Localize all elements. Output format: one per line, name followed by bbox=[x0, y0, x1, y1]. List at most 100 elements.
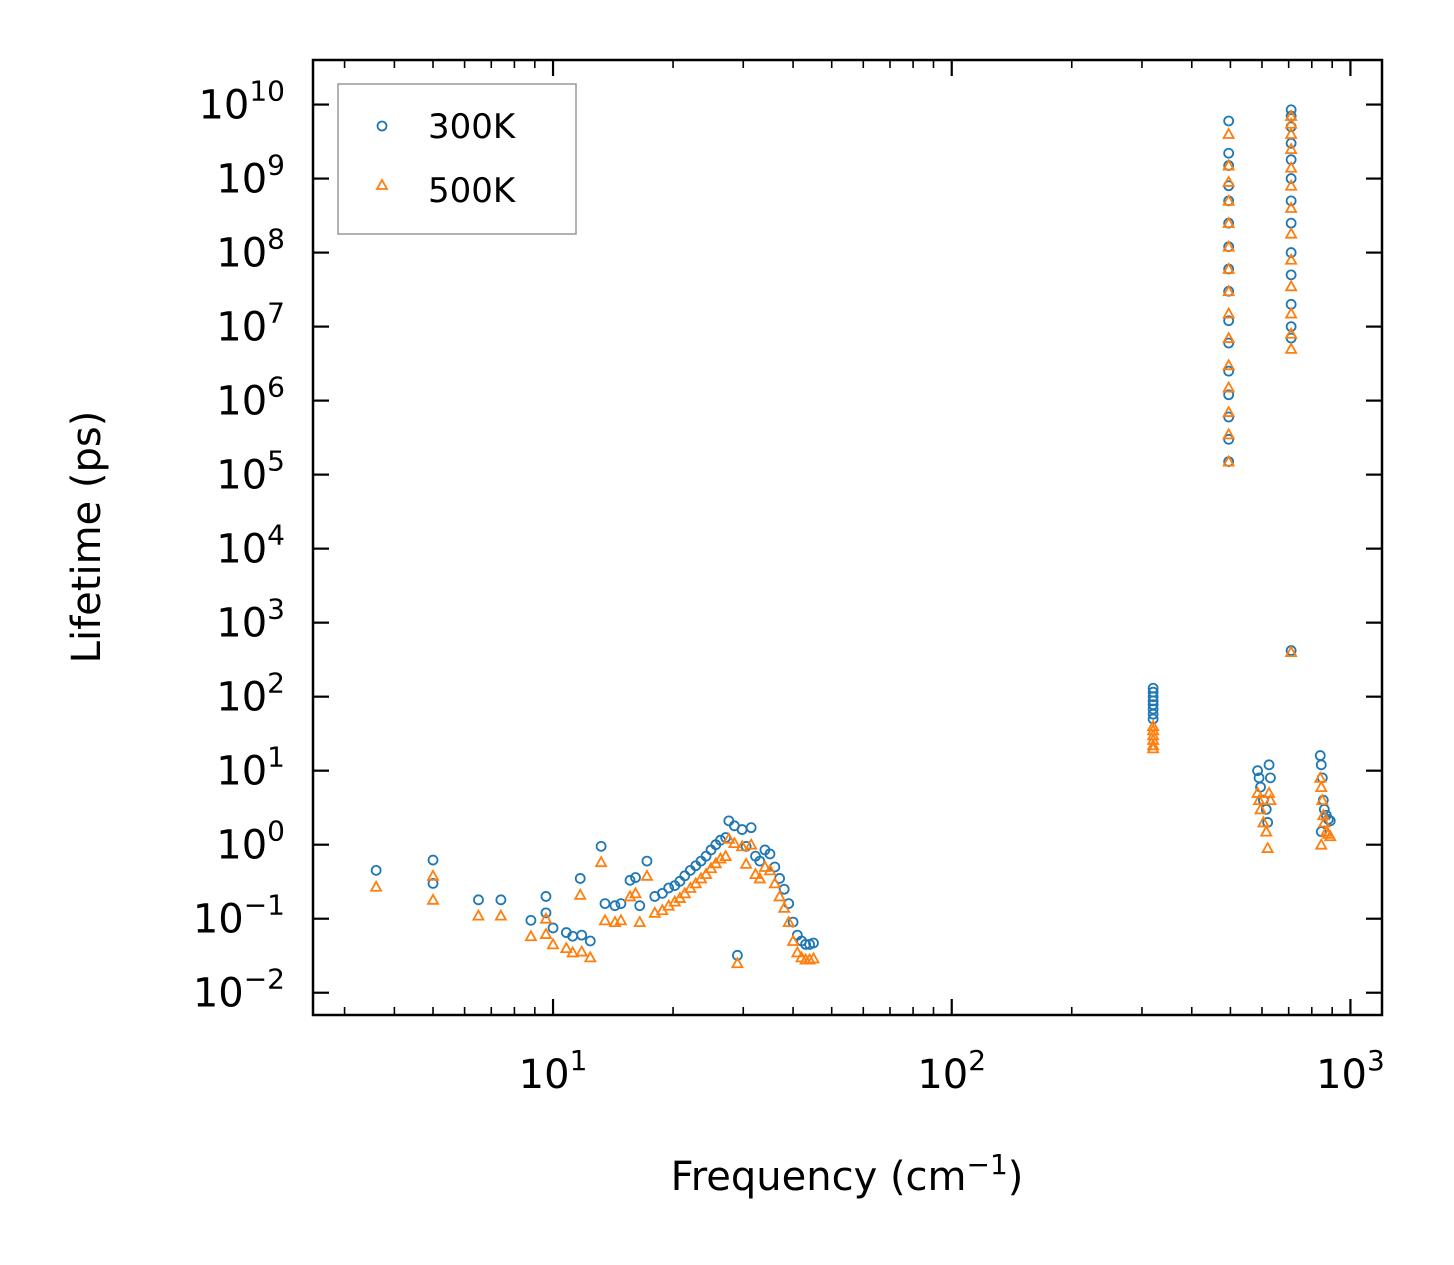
data-point-300k bbox=[1314, 750, 1326, 761]
data-point-500k bbox=[1284, 226, 1298, 239]
legend-marker-300k bbox=[376, 120, 388, 132]
data-point-300k bbox=[624, 874, 636, 886]
data-point-300k bbox=[540, 891, 552, 902]
y-tick-label: 10−2 bbox=[193, 963, 285, 1017]
data-point-500k bbox=[648, 905, 662, 918]
data-point-500k bbox=[1146, 741, 1160, 754]
data-point-300k bbox=[595, 840, 607, 852]
data-point-300k bbox=[599, 898, 611, 909]
data-point-500k bbox=[790, 945, 804, 958]
data-point-500k bbox=[1222, 158, 1236, 171]
data-point-500k bbox=[1314, 837, 1328, 850]
data-point-300k bbox=[576, 929, 588, 941]
data-point-500k bbox=[1222, 175, 1236, 187]
data-point-300k bbox=[754, 855, 766, 867]
data-point-500k bbox=[668, 894, 682, 907]
data-point-300k bbox=[1147, 713, 1159, 725]
y-tick-label: 105 bbox=[216, 445, 285, 499]
data-point-500k bbox=[494, 908, 508, 921]
data-point-500k bbox=[727, 836, 741, 849]
data-point-300k bbox=[1285, 217, 1297, 229]
y-axis-title: Lifetime (ps) bbox=[64, 411, 110, 664]
data-point-500k bbox=[1222, 262, 1236, 274]
data-point-500k bbox=[1222, 454, 1236, 467]
data-point-300k bbox=[1285, 321, 1297, 333]
data-point-300k bbox=[641, 855, 653, 867]
data-point-500k bbox=[1284, 127, 1298, 139]
plot-frame bbox=[311, 58, 1384, 1017]
data-point-500k bbox=[575, 944, 589, 957]
y-tick-label: 109 bbox=[216, 149, 285, 203]
data-point-300k bbox=[427, 854, 439, 866]
data-point-500k bbox=[777, 901, 791, 913]
data-point-500k bbox=[640, 868, 654, 881]
data-point-300k bbox=[609, 900, 621, 912]
x-axis-title: Frequency (cm−1) bbox=[671, 1148, 1024, 1200]
data-point-500k bbox=[1222, 127, 1236, 139]
data-point-500k bbox=[1222, 331, 1236, 343]
data-point-300k bbox=[370, 864, 382, 876]
data-point-500k bbox=[1313, 770, 1327, 783]
y-tick-label: 106 bbox=[216, 371, 285, 425]
data-point-300k bbox=[736, 824, 748, 835]
data-point-500k bbox=[782, 915, 796, 927]
y-tick-label: 103 bbox=[216, 593, 285, 647]
y-tick-label: 10−1 bbox=[193, 889, 285, 943]
data-point-300k bbox=[1223, 115, 1235, 127]
data-point-500k bbox=[1284, 201, 1298, 213]
data-point-300k bbox=[540, 907, 552, 919]
data-point-300k bbox=[1252, 765, 1263, 777]
data-point-500k bbox=[1284, 160, 1298, 173]
ticks-layer bbox=[313, 60, 1382, 1015]
data-point-300k bbox=[800, 938, 812, 950]
data-point-500k bbox=[539, 927, 553, 939]
data-point-300k bbox=[778, 883, 790, 895]
legend-label-500k: 500K bbox=[428, 171, 517, 211]
data-point-300k bbox=[1285, 247, 1297, 258]
data-point-500k bbox=[1323, 829, 1337, 842]
y-tick-label: 102 bbox=[216, 667, 285, 721]
data-point-300k bbox=[525, 914, 537, 926]
data-point-500k bbox=[426, 868, 440, 881]
data-point-500k bbox=[566, 945, 580, 958]
data-point-500k bbox=[1222, 427, 1236, 440]
x-tick-label: 101 bbox=[519, 1044, 588, 1098]
data-point-300k bbox=[1285, 195, 1297, 207]
data-point-500k bbox=[1314, 780, 1328, 792]
data-point-300k bbox=[1285, 173, 1297, 184]
legend-box bbox=[337, 83, 577, 235]
data-point-500k bbox=[722, 831, 736, 844]
data-point-500k bbox=[1284, 178, 1298, 191]
data-point-500k bbox=[524, 929, 538, 942]
data-point-300k bbox=[1265, 772, 1276, 784]
data-point-500k bbox=[1263, 793, 1277, 806]
data-point-500k bbox=[1284, 252, 1298, 265]
data-point-300k bbox=[495, 894, 507, 906]
data-point-500k bbox=[1222, 380, 1236, 393]
data-point-300k bbox=[808, 937, 819, 949]
data-point-500k bbox=[471, 908, 485, 921]
data-point-500k bbox=[763, 863, 777, 876]
data-point-500k bbox=[598, 913, 612, 926]
data-point-500k bbox=[573, 888, 587, 900]
x-tick-label: 103 bbox=[1316, 1044, 1385, 1098]
data-point-500k bbox=[1284, 279, 1298, 292]
data-point-500k bbox=[1222, 306, 1236, 319]
data-point-500k bbox=[583, 950, 597, 963]
data-layer bbox=[369, 104, 1337, 969]
data-point-500k bbox=[806, 951, 821, 964]
data-point-500k bbox=[1222, 284, 1236, 297]
tick-labels-layer: 101 102 103 10−2 10−1 100 101 102 103 104 105 106 10… bbox=[193, 75, 1385, 1098]
data-point-300k bbox=[547, 922, 559, 934]
data-point-500k bbox=[1222, 194, 1236, 206]
data-point-500k bbox=[1222, 405, 1236, 417]
data-point-500k bbox=[735, 839, 749, 852]
data-point-300k bbox=[679, 870, 691, 882]
data-point-500k bbox=[1284, 142, 1298, 155]
series-500k bbox=[369, 109, 1337, 969]
data-point-500k bbox=[1252, 793, 1266, 806]
data-point-500k bbox=[699, 867, 713, 880]
data-point-300k bbox=[1223, 433, 1235, 445]
y-tick-label: 108 bbox=[216, 223, 285, 277]
